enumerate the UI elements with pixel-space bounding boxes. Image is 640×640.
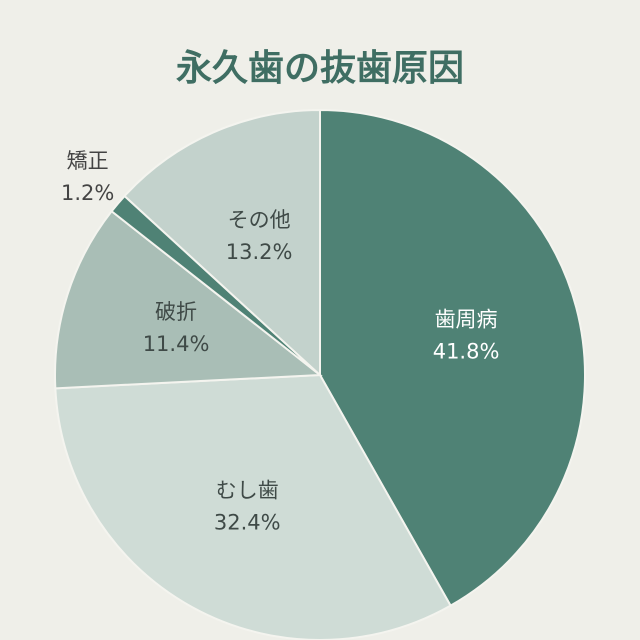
slice-label: 破折 <box>155 300 197 324</box>
value-label: 11.4% <box>143 332 210 356</box>
pie-slice <box>319 108 586 607</box>
pie-slice <box>54 373 452 640</box>
slice-label: むし歯 <box>216 478 279 502</box>
value-label: 41.8% <box>433 340 500 364</box>
value-label: 13.2% <box>226 240 293 264</box>
value-label: 32.4% <box>214 510 281 534</box>
slice-label: その他 <box>228 208 291 232</box>
pie-slice <box>123 108 321 378</box>
slice-label: 矯正 <box>67 149 109 173</box>
slice-label: 歯周病 <box>435 308 498 332</box>
pie-slice <box>54 209 323 390</box>
chart-title: 永久歯の抜歯原因 <box>176 48 464 89</box>
value-label: 1.2% <box>61 181 114 205</box>
